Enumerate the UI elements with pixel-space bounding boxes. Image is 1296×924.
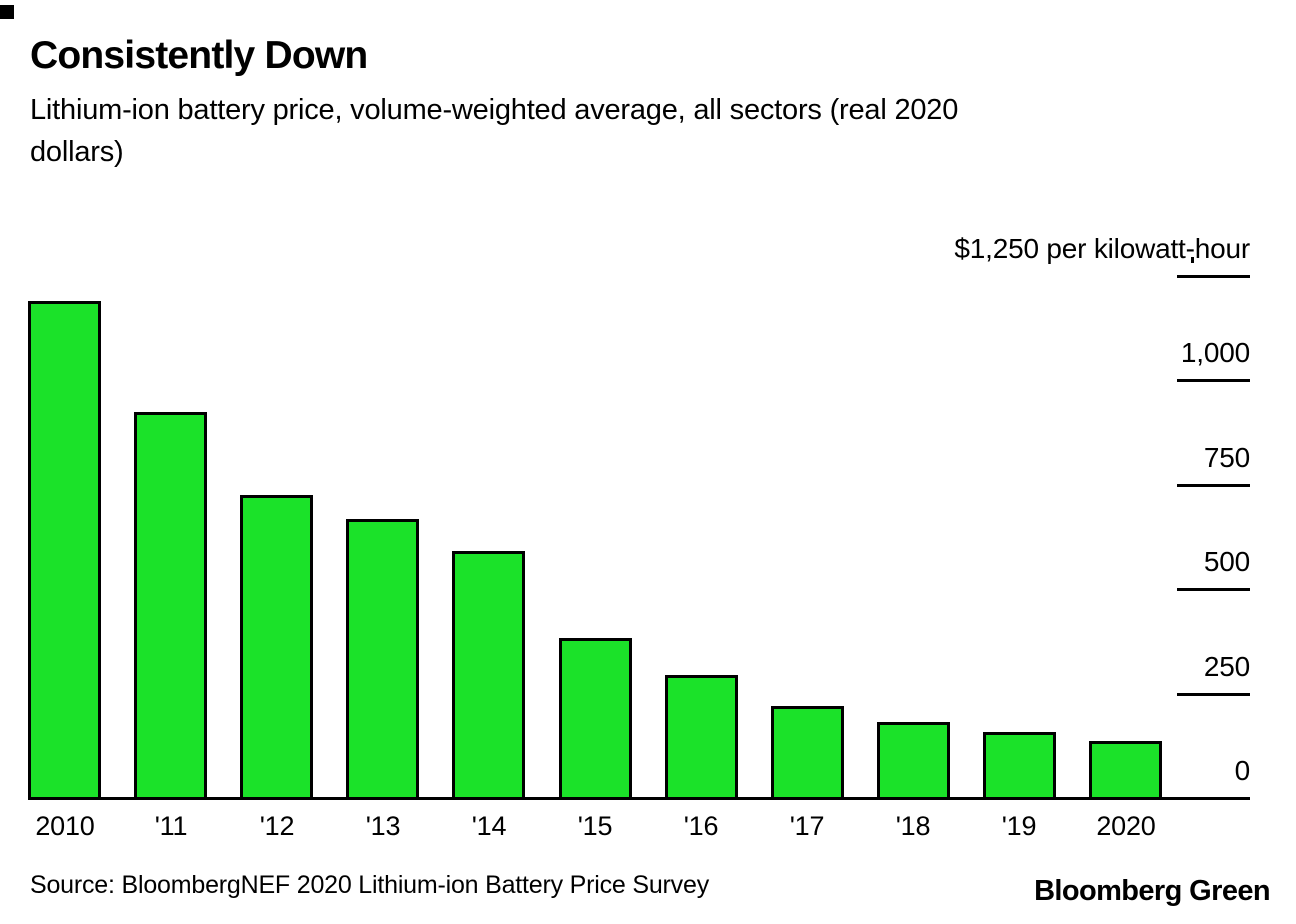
y-tick-label: $1,250 per kilowatt-hour xyxy=(954,233,1250,264)
y-tick-line xyxy=(1177,692,1250,696)
chart-title: Consistently Down xyxy=(30,34,368,77)
y-tick-label: 500 xyxy=(1203,546,1250,578)
bar-2020 xyxy=(1089,741,1162,798)
y-tick-label: 0 xyxy=(1234,755,1251,786)
axis-mini-tick xyxy=(1191,257,1194,263)
chart-subtitle: Lithium-ion battery price, volume-weight… xyxy=(30,89,958,173)
chart-subtitle-line2: dollars) xyxy=(30,136,124,168)
y-tick-label: 250 xyxy=(1203,650,1250,682)
y-tick-line xyxy=(1177,275,1250,278)
y-tick-line xyxy=(1177,379,1250,383)
bar-14 xyxy=(452,551,525,798)
bar-16 xyxy=(665,675,738,798)
x-tick-label: '13 xyxy=(365,811,401,841)
bar-19 xyxy=(983,732,1056,798)
bloomberg-square-mark xyxy=(0,5,14,19)
bar-2010 xyxy=(28,301,101,798)
x-tick-label: '14 xyxy=(471,811,507,841)
x-tick-label: '15 xyxy=(577,811,613,841)
chart-subtitle-line1: Lithium-ion battery price, volume-weight… xyxy=(30,94,959,126)
bar-13 xyxy=(346,519,419,798)
y-tick-line xyxy=(1177,588,1250,592)
bar-12 xyxy=(240,495,313,798)
bloomberg-green-logo: Bloomberg Green xyxy=(1034,875,1271,907)
x-tick-label: '19 xyxy=(1001,811,1037,841)
x-tick-label: '12 xyxy=(259,811,295,841)
source-note: Source: BloombergNEF 2020 Lithium-ion Ba… xyxy=(30,871,709,899)
x-tick-label: '11 xyxy=(154,811,188,841)
y-tick-label: 750 xyxy=(1203,441,1250,473)
x-tick-label: '17 xyxy=(789,811,825,841)
x-axis-baseline xyxy=(28,797,1250,800)
bar-15 xyxy=(559,638,632,798)
x-tick-label: 2020 xyxy=(1096,811,1156,841)
bar-18 xyxy=(877,722,950,798)
bar-17 xyxy=(771,706,844,798)
x-tick-label: '16 xyxy=(683,811,719,841)
bar-11 xyxy=(134,412,207,798)
y-tick-line xyxy=(1177,483,1250,487)
y-tick-label: 1,000 xyxy=(1180,337,1250,369)
x-tick-label: 2010 xyxy=(35,811,95,841)
x-tick-label: '18 xyxy=(895,811,931,841)
